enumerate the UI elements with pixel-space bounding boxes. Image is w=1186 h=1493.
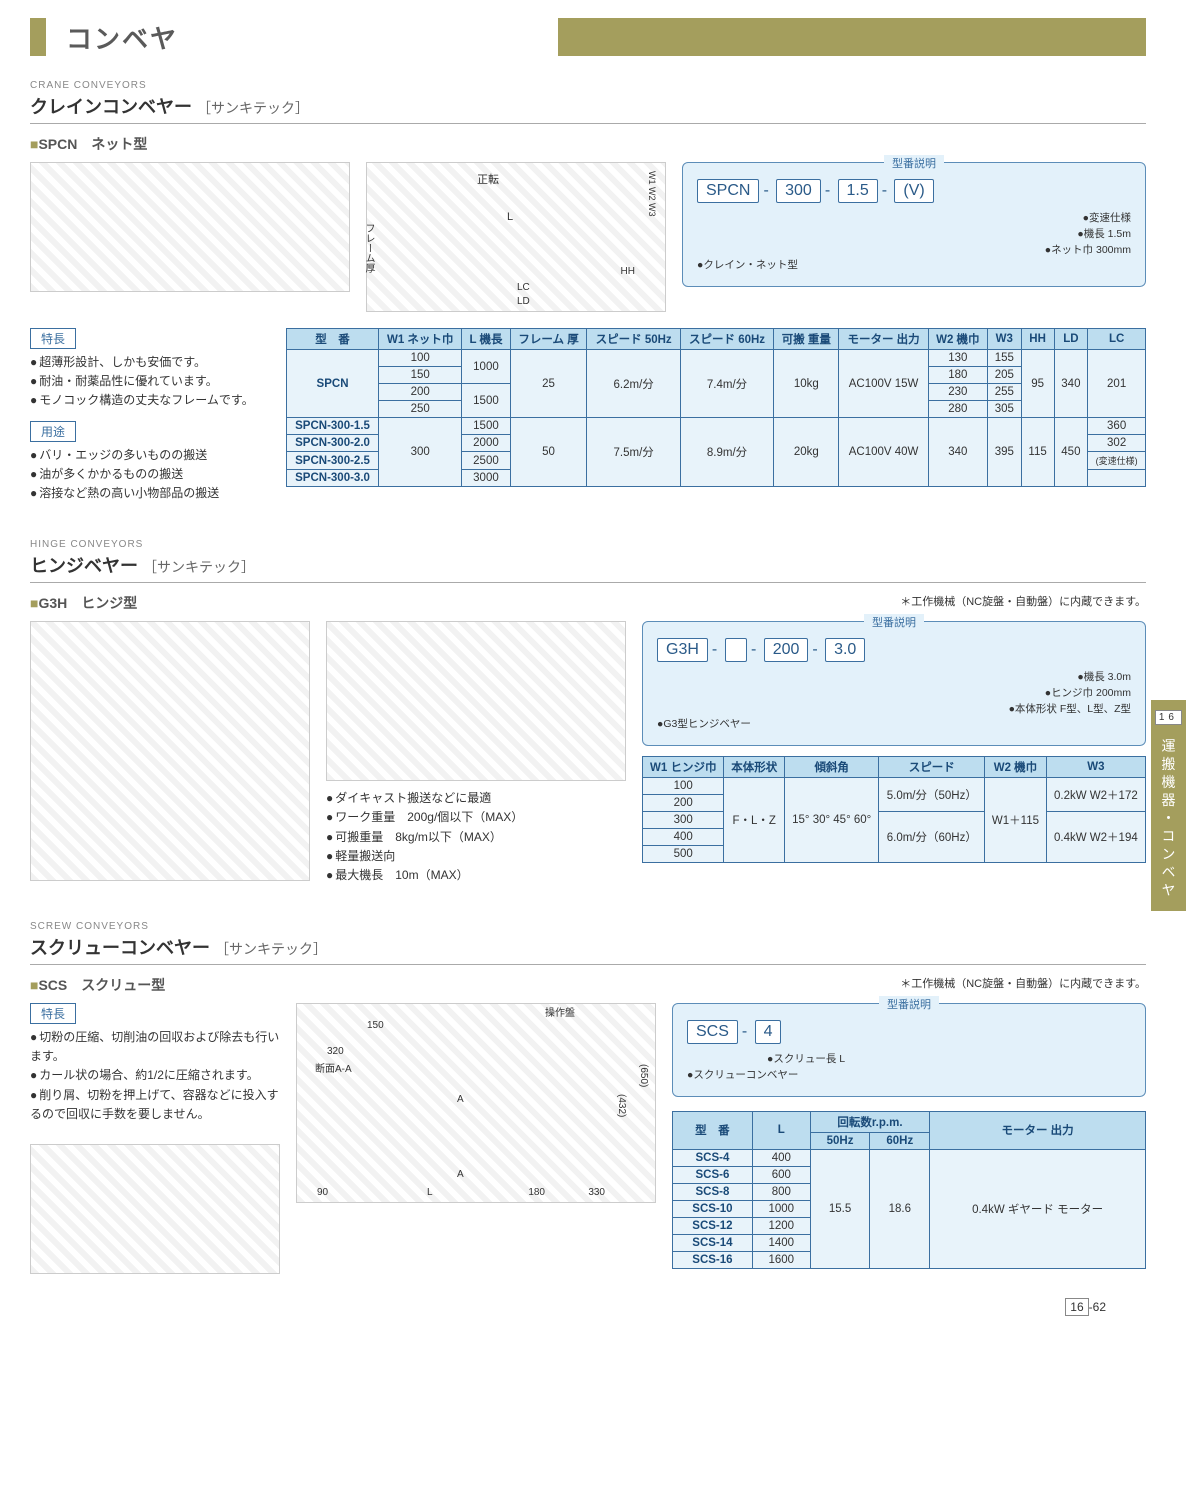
s1-heading: クレインコンベヤー ［サンキテック］ xyxy=(30,93,1146,124)
s3-product-image xyxy=(30,1144,280,1274)
s2-product-image xyxy=(30,621,310,881)
s3-features-label: 特長 xyxy=(30,1003,76,1024)
s2-heading: ヒンジベヤー ［サンキテック］ xyxy=(30,552,1146,583)
section-hinge: HINGE CONVEYORS ヒンジベヤー ［サンキテック］ ■G3H ヒンジ… xyxy=(30,539,1146,895)
s2-eyebrow: HINGE CONVEYORS xyxy=(30,539,1146,550)
section-crane: CRANE CONVEYORS クレインコンベヤー ［サンキテック］ ■SPCN… xyxy=(30,80,1146,513)
s2-model: ■G3H ヒンジ型 xyxy=(30,593,137,613)
s2-bullets: ダイキャスト搬送などに最適 ワーク重量 200g/個以下（MAX） 可搬重量 8… xyxy=(326,789,626,885)
s1-partnum-box: 型番説明 SPCN- 300- 1.5- (V) ●変速仕様 ●機長 1.5m … xyxy=(682,162,1146,287)
section-screw: SCREW CONVEYORS スクリューコンベヤー ［サンキテック］ ■SCS… xyxy=(30,921,1146,1274)
side-tab: 16 運搬機器・コンベヤ xyxy=(1151,700,1186,911)
s1-features: 超薄形設計、しかも安価です。 耐油・耐薬品性に優れています。 モノコック構造の丈… xyxy=(30,353,270,411)
title-tail xyxy=(558,18,1146,56)
s3-partnum-box: 型番説明 SCS- 4 ●スクリュー長 L ●スクリューコンベヤー xyxy=(672,1003,1146,1097)
s2-tech-drawing xyxy=(326,621,626,781)
s2-note: ＊工作機械（NC旋盤・自動盤）に内蔵できます。 xyxy=(153,593,1146,615)
title-accent xyxy=(30,18,46,56)
s1-heading-main: クレインコンベヤー xyxy=(30,97,192,117)
s3-model: ■SCS スクリュー型 xyxy=(30,975,165,995)
s1-tech-drawing: 正転 フレーム厚 L W1 W2 W3 HH LC LD xyxy=(366,162,666,312)
s3-note: ＊工作機械（NC旋盤・自動盤）に内蔵できます。 xyxy=(181,975,1146,997)
s1-product-image xyxy=(30,162,350,292)
page-title-bar: コンベヤ xyxy=(30,18,1146,56)
s3-eyebrow: SCREW CONVEYORS xyxy=(30,921,1146,932)
s1-features-label: 特長 xyxy=(30,328,76,349)
s3-features: 切粉の圧縮、切削油の回収および除去も行います。 カール状の場合、約1/2に圧縮さ… xyxy=(30,1028,280,1124)
s1-table: 型 番W1 ネット巾L 機長 フレーム 厚スピード 50Hzスピード 60Hz … xyxy=(286,328,1146,487)
s3-table: 型 番 L 回転数r.p.m. モーター 出力 50Hz60Hz SCS-440… xyxy=(672,1111,1146,1269)
s1-uses: バリ・エッジの多いものの搬送 油が多くかかるものの搬送 溶接など熱の高い小物部品… xyxy=(30,446,270,504)
s2-table: W1 ヒンジ巾本体形状 傾斜角スピード W2 機巾W3 100 F・L・Z 15… xyxy=(642,756,1146,863)
s1-heading-sub: ［サンキテック］ xyxy=(197,100,309,116)
s3-tech-drawing: 操作盤 断面A-A 150 320 90 L 180 330 (432) (65… xyxy=(296,1003,656,1203)
s1-uses-label: 用途 xyxy=(30,421,76,442)
s2-partnum-box: 型番説明 G3H- - 200- 3.0 ●機長 3.0m ●ヒンジ巾 200m… xyxy=(642,621,1146,746)
s1-eyebrow: CRANE CONVEYORS xyxy=(30,80,1146,91)
page-footer: 16-62 xyxy=(30,1300,1106,1314)
s1-model: ■SPCN ネット型 xyxy=(30,134,1146,154)
page-title: コンベヤ xyxy=(66,19,178,56)
s3-heading: スクリューコンベヤー ［サンキテック］ xyxy=(30,934,1146,965)
